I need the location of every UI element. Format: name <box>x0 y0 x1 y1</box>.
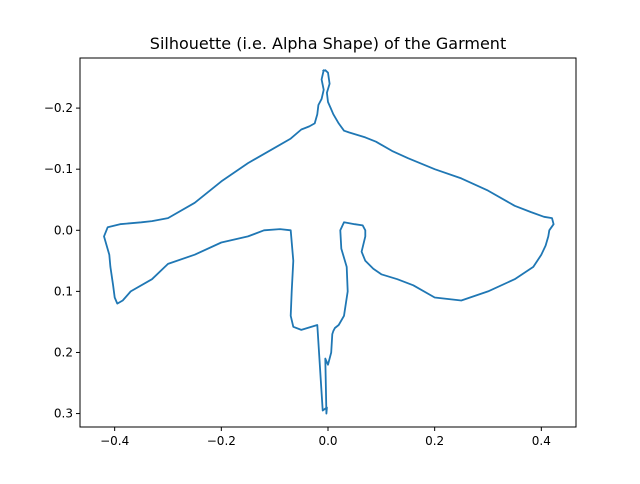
series-line-0 <box>103 69 555 415</box>
y-tick-label: 0.0 <box>54 223 73 237</box>
x-axis: −0.4 −0.2 0.0 0.2 0.4 <box>100 427 551 448</box>
axes-frame <box>79 57 577 428</box>
plot-area <box>103 69 555 415</box>
y-tick-label: 0.1 <box>54 284 73 298</box>
x-tick-label: −0.4 <box>100 434 129 448</box>
chart-title: Silhouette (i.e. Alpha Shape) of the Gar… <box>150 34 506 53</box>
x-tick-label: 0.2 <box>425 434 444 448</box>
y-axis: −0.2 −0.1 0.0 0.1 0.2 0.3 <box>44 101 80 421</box>
y-tick-label: −0.1 <box>44 162 73 176</box>
y-tick-label: −0.2 <box>44 101 73 115</box>
x-tick-label: 0.4 <box>532 434 551 448</box>
x-tick-label: 0.0 <box>318 434 337 448</box>
x-tick-label: −0.2 <box>207 434 236 448</box>
y-tick-label: 0.2 <box>54 345 73 359</box>
y-tick-label: 0.3 <box>54 407 73 421</box>
